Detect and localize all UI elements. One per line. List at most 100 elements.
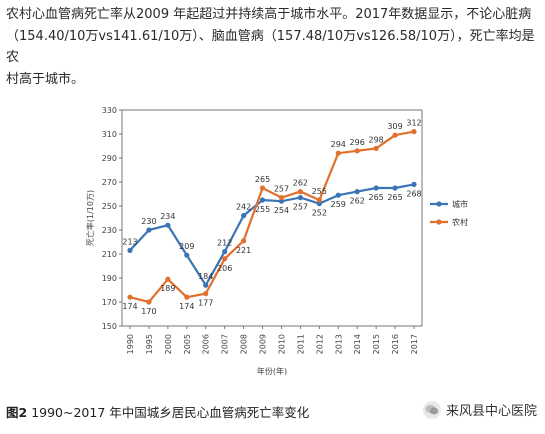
- legend-label: 城市: [452, 199, 468, 209]
- data-label: 221: [236, 246, 251, 255]
- x-tick-label: 1990: [126, 334, 135, 354]
- y-tick-label: 150: [102, 322, 117, 331]
- data-point: [297, 195, 303, 201]
- data-point: [165, 222, 171, 228]
- y-tick-label: 330: [102, 106, 117, 115]
- data-label: 170: [141, 307, 156, 316]
- data-point: [373, 145, 379, 151]
- watermark-text: 来风县中心医院: [445, 404, 537, 419]
- data-point: [259, 185, 266, 191]
- data-point: [316, 201, 322, 207]
- data-label: 174: [122, 302, 137, 311]
- data-label: 234: [160, 212, 175, 221]
- x-tick-label: 2009: [259, 334, 268, 354]
- x-tick-label: 2010: [277, 334, 286, 354]
- wechat-icon: [422, 400, 441, 419]
- data-label: 262: [293, 179, 308, 188]
- data-label: 298: [368, 135, 383, 144]
- x-tick-label: 2000: [164, 334, 173, 354]
- intro-line: （154.40/10万vs141.61/10万）、脑血管病（157.48/10万…: [6, 28, 535, 66]
- data-point: [203, 282, 209, 288]
- data-label: 255: [312, 187, 327, 196]
- y-tick-label: 170: [102, 298, 117, 307]
- series-line: [129, 183, 415, 288]
- y-axis-title: 死亡率(1/10万): [85, 190, 95, 246]
- data-label: 257: [274, 185, 289, 194]
- y-tick-label: 190: [102, 274, 117, 283]
- x-tick-label: 2008: [240, 334, 249, 354]
- data-label: 184: [198, 272, 213, 281]
- data-label: 268: [406, 189, 421, 198]
- data-point: [297, 189, 303, 195]
- data-label: 262: [350, 197, 365, 206]
- x-tick-label: 2014: [353, 334, 362, 354]
- data-label: 189: [160, 284, 175, 293]
- data-point: [184, 252, 190, 258]
- line-chart: 150 170 190 210 230 250 270 290 310 330 1990 1995 20…: [85, 106, 468, 376]
- x-tick-label: 2016: [391, 334, 400, 354]
- data-label: 309: [387, 122, 402, 131]
- figure-label: 图2: [6, 405, 28, 420]
- plot-frame: [121, 109, 423, 327]
- data-point: [241, 238, 247, 244]
- data-point: [259, 197, 266, 203]
- intro-line: 农村心血管病死亡率从2009 年起超过并持续高于城市水平。2017年数据显示，不…: [6, 7, 532, 22]
- data-point: [354, 189, 360, 195]
- data-label: 209: [179, 242, 194, 251]
- x-tick-label: 2012: [315, 334, 324, 354]
- data-point: [392, 132, 398, 138]
- data-point: [184, 294, 190, 300]
- y-tick-label: 270: [102, 178, 117, 187]
- legend-label: 农村: [452, 217, 468, 227]
- data-point: [278, 198, 285, 204]
- y-tick-label: 210: [102, 250, 117, 259]
- data-point: [316, 197, 322, 203]
- data-point: [354, 148, 360, 154]
- data-point: [411, 181, 417, 187]
- data-label: 254: [274, 206, 289, 215]
- data-point: [127, 294, 133, 300]
- legend-marker: [436, 201, 442, 207]
- data-point: [146, 227, 152, 233]
- data-label: 296: [350, 138, 365, 147]
- data-point: [146, 299, 152, 305]
- figure-caption: 图2 1990~2017 年中国城乡居民心血管病死亡率变化: [6, 402, 309, 421]
- x-tick-label: 2017: [410, 334, 419, 354]
- data-label: 174: [179, 302, 194, 311]
- x-tick-label: 2006: [202, 334, 211, 354]
- data-label: 252: [312, 209, 327, 218]
- data-label: 212: [217, 239, 232, 248]
- data-label: 265: [368, 193, 383, 202]
- data-label: 230: [141, 217, 156, 226]
- data-point: [165, 276, 171, 282]
- data-label: 206: [217, 264, 232, 273]
- intro-paragraph: 农村心血管病死亡率从2009 年起超过并持续高于城市水平。2017年数据显示，不…: [6, 4, 541, 90]
- data-label: 259: [331, 200, 346, 209]
- data-label: 265: [387, 193, 402, 202]
- intro-line: 村高于城市。: [6, 71, 85, 87]
- data-label: 177: [198, 299, 213, 308]
- y-tick-label: 230: [102, 226, 117, 235]
- data-label: 265: [255, 175, 270, 184]
- data-point: [222, 249, 228, 255]
- data-label: 255: [255, 205, 270, 214]
- x-tick-label: 2015: [372, 334, 381, 354]
- data-point: [127, 247, 133, 253]
- data-label: 294: [331, 140, 346, 149]
- y-tick-label: 310: [102, 130, 117, 139]
- x-tick-label: 2013: [334, 334, 343, 354]
- legend-marker: [436, 219, 442, 225]
- data-point: [411, 129, 417, 135]
- data-point: [241, 213, 247, 219]
- data-point: [392, 185, 398, 191]
- series-line: [129, 130, 415, 304]
- data-point: [278, 195, 285, 201]
- x-tick-label: 1995: [145, 334, 154, 354]
- data-label: 312: [406, 119, 421, 128]
- data-point: [222, 256, 228, 262]
- x-tick-label: 2007: [221, 334, 230, 354]
- data-point: [335, 150, 341, 156]
